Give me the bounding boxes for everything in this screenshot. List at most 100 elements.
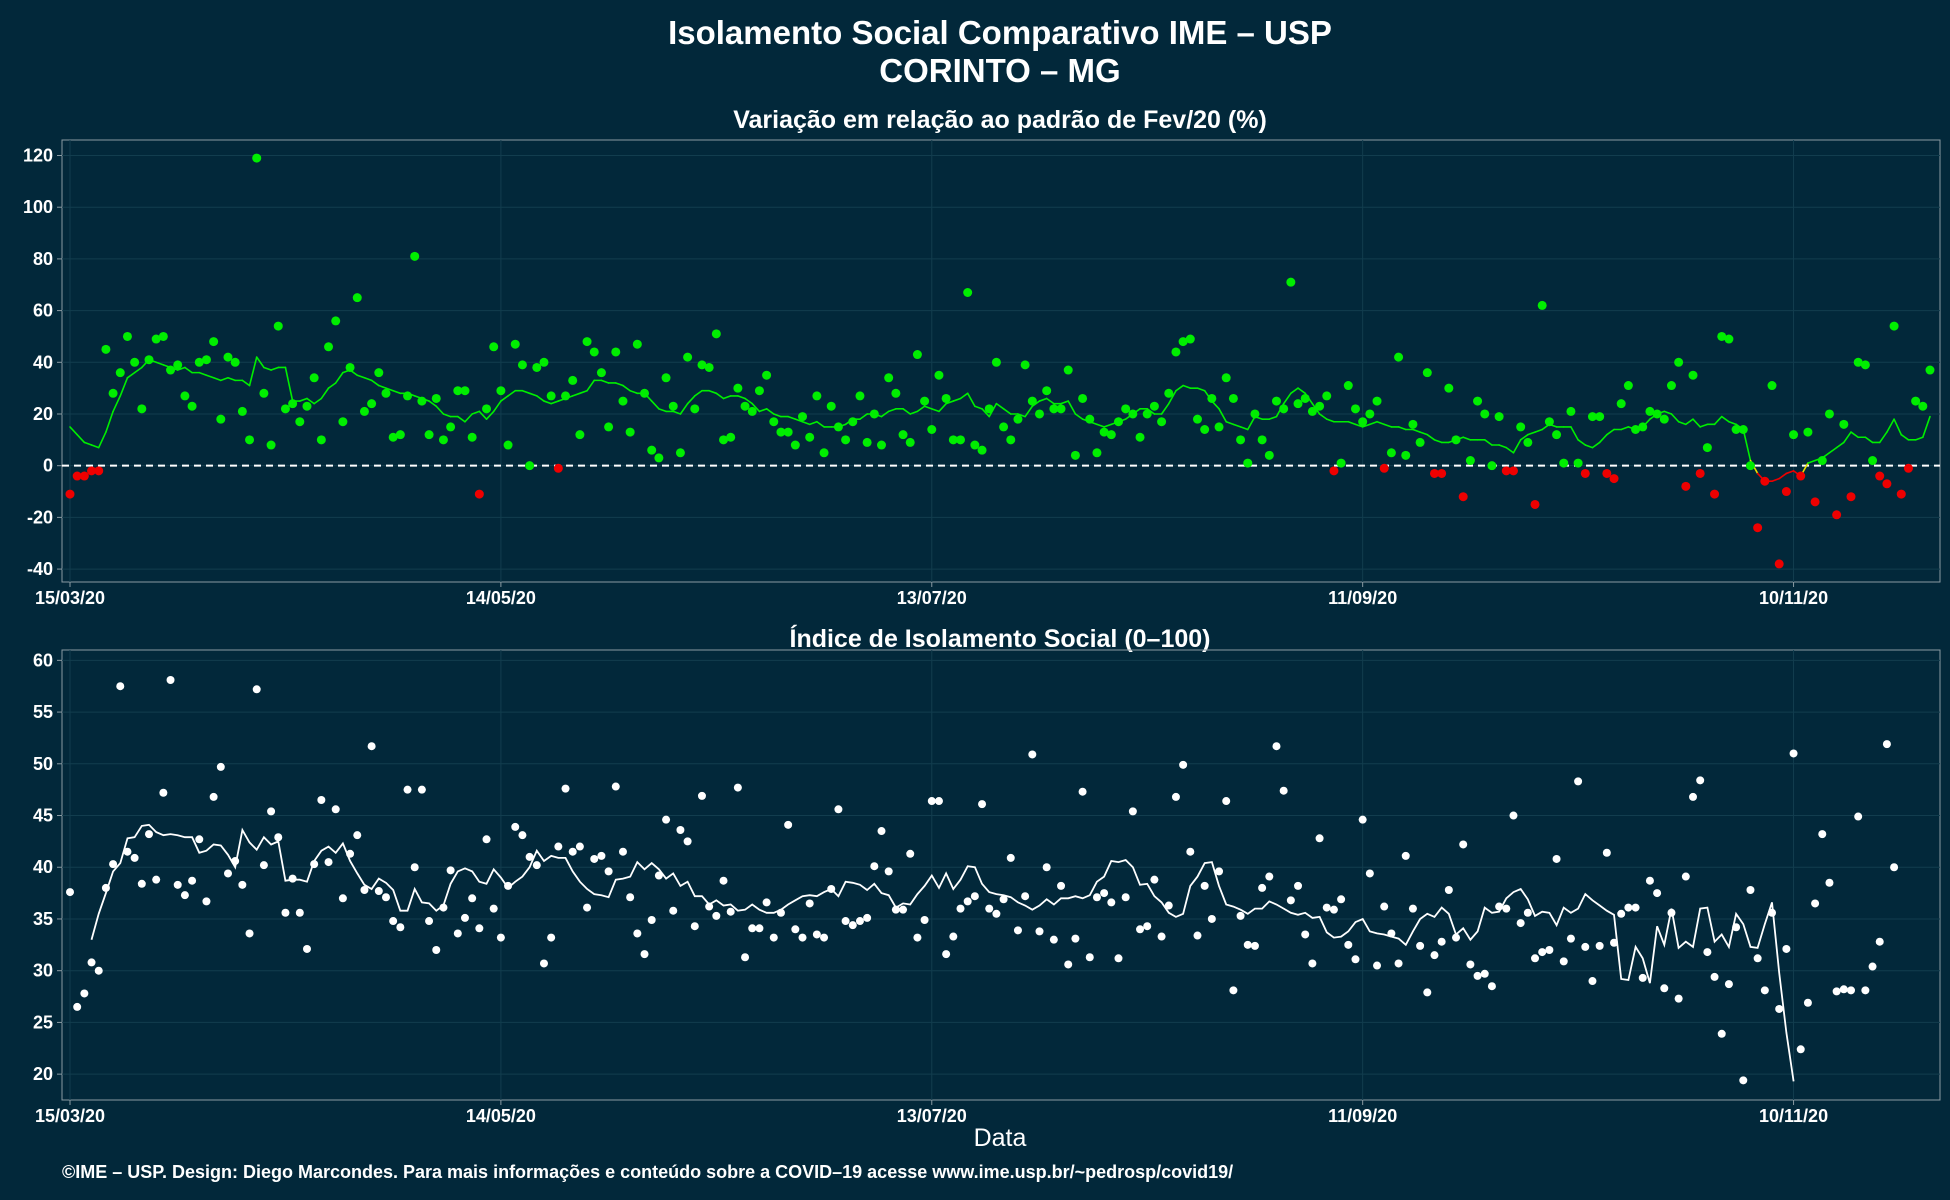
panel2-data-point xyxy=(1631,903,1640,912)
panel1-data-point xyxy=(403,391,413,401)
panel1-data-point xyxy=(1889,321,1899,331)
panel2-data-point xyxy=(1028,750,1037,759)
panel1-data-point xyxy=(1092,448,1102,458)
panel1-data-point xyxy=(1286,277,1296,287)
panel1-data-point xyxy=(1293,399,1303,409)
panel1-data-point xyxy=(1408,419,1418,429)
panel1-data-point xyxy=(790,440,800,450)
panel1-moving-average-segment xyxy=(1914,436,1924,441)
panel1-data-point xyxy=(1781,487,1791,497)
panel2-data-point xyxy=(1329,905,1338,914)
panel1-y-tick-label: -20 xyxy=(27,507,53,527)
panel2-data-point xyxy=(1380,902,1389,911)
panel1-data-point xyxy=(941,393,951,403)
panel1-data-point xyxy=(79,471,89,481)
panel1-data-point xyxy=(582,337,592,347)
panel1-data-point xyxy=(288,399,298,409)
panel2-data-point xyxy=(238,880,247,889)
panel1-data-point xyxy=(654,453,664,463)
panel1-data-point xyxy=(855,391,865,401)
panel2-data-point xyxy=(1552,854,1561,863)
panel1-moving-average-segment xyxy=(1297,387,1307,395)
panel2-data-point xyxy=(812,930,821,939)
panel1-data-point xyxy=(999,422,1009,432)
panel1-moving-average-segment xyxy=(629,389,639,395)
panel2-data-point xyxy=(1150,875,1159,884)
panel1-data-point xyxy=(1516,422,1526,432)
panel1-data-point xyxy=(1300,393,1310,403)
panel2-data-point xyxy=(1746,886,1755,894)
panel2-data-point xyxy=(317,796,326,804)
panel2-data-point xyxy=(805,899,814,908)
panel1-moving-average-segment xyxy=(1620,426,1630,431)
panel2-data-point xyxy=(884,867,893,876)
panel2-data-point xyxy=(1286,896,1295,905)
panel1-y-tick-label: 80 xyxy=(33,249,53,269)
panel1-moving-average-segment xyxy=(938,402,947,413)
panel1-data-point xyxy=(1099,427,1109,437)
panel2-frame xyxy=(61,649,1941,1101)
panel1-data-point xyxy=(1796,471,1806,481)
panel2-data-point xyxy=(683,837,692,846)
panel1-moving-average-segment xyxy=(679,402,689,415)
panel1-moving-average-segment xyxy=(708,389,718,395)
panel1-data-point xyxy=(1322,391,1332,401)
panel1-data-point xyxy=(345,362,355,372)
panel1-data-point xyxy=(1817,456,1827,466)
panel1-data-point xyxy=(180,391,190,401)
panel1-data-point xyxy=(1566,406,1576,416)
panel2-data-point xyxy=(1739,1076,1748,1085)
panel1-data-point xyxy=(862,437,872,447)
panel2-data-point xyxy=(1509,811,1518,820)
panel1-data-point xyxy=(137,404,147,414)
panel2-data-point xyxy=(389,917,398,926)
panel1-moving-average-segment xyxy=(550,400,560,405)
panel1-data-point xyxy=(625,427,635,437)
panel1-moving-average-segment xyxy=(378,384,387,389)
panel2-data-point xyxy=(539,959,548,968)
panel1-data-point xyxy=(223,352,233,362)
panel1-data-point xyxy=(762,370,772,380)
panel1-data-point xyxy=(1228,393,1238,403)
panel1-data-point xyxy=(331,316,341,326)
panel1-data-point xyxy=(1544,417,1554,427)
panel2-data-point xyxy=(654,871,663,880)
panel1-data-point xyxy=(1494,412,1504,422)
panel1-moving-average-segment xyxy=(1347,420,1357,426)
panel1-moving-average-segment xyxy=(528,392,538,397)
panel2-data-point xyxy=(1466,960,1475,969)
panel1-data-point xyxy=(984,404,994,414)
panel1-moving-average-segment xyxy=(1232,423,1242,428)
panel2-data-point xyxy=(518,831,527,840)
panel2-data-point xyxy=(913,933,922,942)
panel2-data-point xyxy=(1516,919,1525,928)
panel2-data-point xyxy=(1042,863,1051,872)
panel1-data-point xyxy=(280,404,290,414)
panel2-data-point xyxy=(1645,876,1654,885)
panel1-data-point xyxy=(1587,412,1597,422)
panel1-moving-average-segment xyxy=(370,379,380,387)
panel1-moving-average-segment xyxy=(1807,459,1816,464)
panel1-data-point xyxy=(367,399,377,409)
panel2-data-point xyxy=(1258,883,1267,892)
panel2-data-point xyxy=(949,932,958,941)
panel1-data-point xyxy=(388,432,398,442)
panel2-title: Índice de Isolamento Social (0–100) xyxy=(790,624,1211,653)
panel2-data-point xyxy=(590,854,599,863)
panel2-data-point xyxy=(784,820,793,829)
panel1-y-tick-label: 120 xyxy=(23,146,53,166)
panel2-data-point xyxy=(453,929,462,938)
panel1-data-point xyxy=(1480,409,1490,419)
panel2-data-point xyxy=(116,682,125,691)
panel2-data-point xyxy=(331,805,340,814)
panel1-moving-average-segment xyxy=(1318,413,1328,420)
panel2-data-point xyxy=(877,827,886,836)
panel1-moving-average-segment xyxy=(1864,436,1874,444)
panel1-data-point xyxy=(977,445,987,455)
panel1-data-point xyxy=(1638,422,1648,432)
panel1-data-point xyxy=(1027,396,1037,406)
panel1-data-point xyxy=(1875,471,1885,481)
panel2-data-point xyxy=(281,908,290,917)
panel1-data-point xyxy=(1379,463,1389,473)
